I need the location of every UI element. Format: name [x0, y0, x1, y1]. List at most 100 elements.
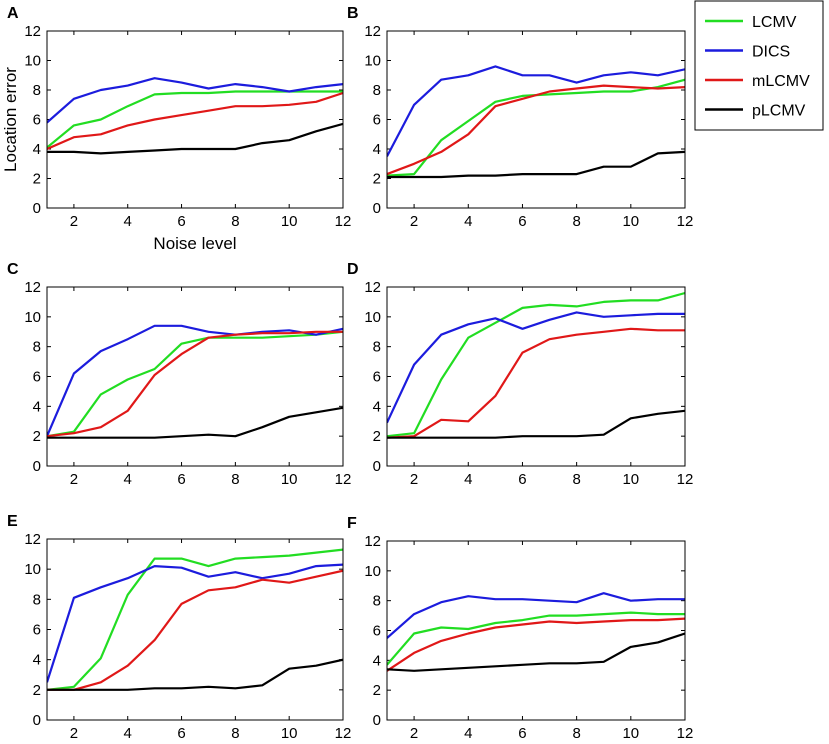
- y-tick-label: 6: [373, 623, 381, 640]
- legend-label-plcmv: pLCMV: [752, 103, 806, 120]
- series-line-plcmv: [387, 632, 685, 672]
- y-tick-label: 4: [33, 652, 41, 669]
- x-tick-label: 12: [335, 471, 352, 488]
- x-tick-label: 4: [124, 725, 132, 742]
- panel-label: B: [347, 5, 359, 22]
- series-line-plcmv: [387, 150, 685, 179]
- x-tick-label: 4: [464, 213, 472, 230]
- y-tick-label: 12: [24, 531, 41, 548]
- y-tick-label: 10: [24, 561, 41, 578]
- y-tick-label: 6: [33, 622, 41, 639]
- series-line-plcmv: [47, 406, 343, 439]
- x-tick-label: 10: [281, 725, 298, 742]
- y-tick-label: 6: [33, 369, 41, 386]
- x-tick-label: 6: [177, 725, 185, 742]
- y-tick-label: 6: [373, 369, 381, 386]
- plot-frame: [46, 538, 344, 721]
- x-tick-label: 8: [572, 213, 580, 230]
- y-tick-label: 10: [364, 53, 381, 70]
- y-tick-label: 10: [364, 309, 381, 326]
- x-tick-label: 4: [464, 471, 472, 488]
- x-tick-label: 8: [231, 471, 239, 488]
- y-tick-label: 12: [24, 23, 41, 40]
- series-line-dics: [47, 324, 343, 437]
- x-tick-label: 8: [231, 213, 239, 230]
- x-tick-label: 2: [410, 471, 418, 488]
- y-tick-label: 8: [33, 591, 41, 608]
- series-line-mlcmv: [47, 330, 343, 438]
- series-line-mlcmv: [387, 84, 685, 176]
- series-line-dics: [47, 563, 343, 683]
- y-tick-label: 12: [24, 279, 41, 296]
- x-tick-label: 2: [70, 213, 78, 230]
- y-tick-label: 4: [373, 398, 381, 415]
- x-tick-label: 12: [335, 725, 352, 742]
- x-tick-label: 8: [572, 471, 580, 488]
- y-tick-label: 4: [33, 398, 41, 415]
- series-line-lcmv: [47, 330, 343, 438]
- panel-label: F: [347, 515, 357, 532]
- plot-frame: [46, 286, 344, 467]
- series-line-lcmv: [47, 90, 343, 149]
- x-tick-label: 2: [410, 725, 418, 742]
- x-tick-label: 2: [410, 213, 418, 230]
- x-tick-label: 4: [464, 725, 472, 742]
- series-line-dics: [387, 311, 685, 424]
- y-tick-label: 4: [33, 141, 41, 158]
- x-tick-label: 12: [677, 725, 694, 742]
- y-tick-label: 0: [373, 458, 381, 475]
- y-tick-label: 12: [364, 533, 381, 550]
- plot-frame: [386, 30, 686, 209]
- y-tick-label: 2: [33, 428, 41, 445]
- x-tick-label: 6: [177, 471, 185, 488]
- x-tick-label: 6: [177, 213, 185, 230]
- series-line-plcmv: [47, 122, 343, 155]
- y-tick-label: 0: [33, 458, 41, 475]
- panel-label: D: [347, 261, 359, 278]
- series-line-dics: [387, 65, 685, 157]
- x-tick-label: 10: [281, 213, 298, 230]
- plot-frame: [386, 286, 686, 467]
- x-tick-label: 8: [231, 725, 239, 742]
- legend-label-mlcmv: mLCMV: [752, 73, 810, 90]
- y-tick-label: 8: [33, 82, 41, 99]
- series-line-mlcmv: [387, 617, 685, 672]
- series-line-lcmv: [387, 611, 685, 666]
- series-line-mlcmv: [47, 91, 343, 151]
- y-tick-label: 8: [373, 593, 381, 610]
- y-tick-label: 0: [373, 712, 381, 729]
- x-tick-label: 10: [281, 471, 298, 488]
- x-tick-label: 4: [124, 213, 132, 230]
- x-tick-label: 2: [70, 471, 78, 488]
- y-tick-label: 2: [373, 428, 381, 445]
- plot-frame: [46, 30, 344, 209]
- y-tick-label: 10: [364, 563, 381, 580]
- series-line-lcmv: [47, 548, 343, 691]
- y-tick-label: 12: [364, 279, 381, 296]
- y-tick-label: 6: [373, 112, 381, 129]
- y-tick-label: 0: [373, 200, 381, 217]
- y-tick-label: 8: [373, 82, 381, 99]
- series-line-mlcmv: [47, 569, 343, 691]
- panel-label: C: [7, 261, 19, 278]
- series-line-plcmv: [47, 658, 343, 691]
- x-tick-label: 6: [518, 471, 526, 488]
- x-axis-label: Noise level: [153, 234, 236, 253]
- panel-label: E: [7, 513, 18, 530]
- series-line-dics: [387, 592, 685, 639]
- legend: LCMV DICS mLCMV pLCMV: [694, 0, 824, 131]
- panel-label: A: [7, 5, 19, 22]
- y-tick-label: 0: [33, 712, 41, 729]
- x-tick-label: 12: [335, 213, 352, 230]
- panel-e: 2 4 6 8 10 12 0 2 4 6 8 10 12 E: [7, 513, 351, 742]
- x-tick-label: 4: [124, 471, 132, 488]
- y-tick-label: 4: [373, 652, 381, 669]
- legend-label-lcmv: LCMV: [752, 14, 797, 31]
- x-tick-label: 6: [518, 725, 526, 742]
- y-tick-label: 2: [373, 682, 381, 699]
- y-tick-label: 8: [373, 339, 381, 356]
- series-line-mlcmv: [387, 327, 685, 439]
- y-axis-label: Location error: [1, 67, 20, 172]
- series-line-plcmv: [387, 409, 685, 439]
